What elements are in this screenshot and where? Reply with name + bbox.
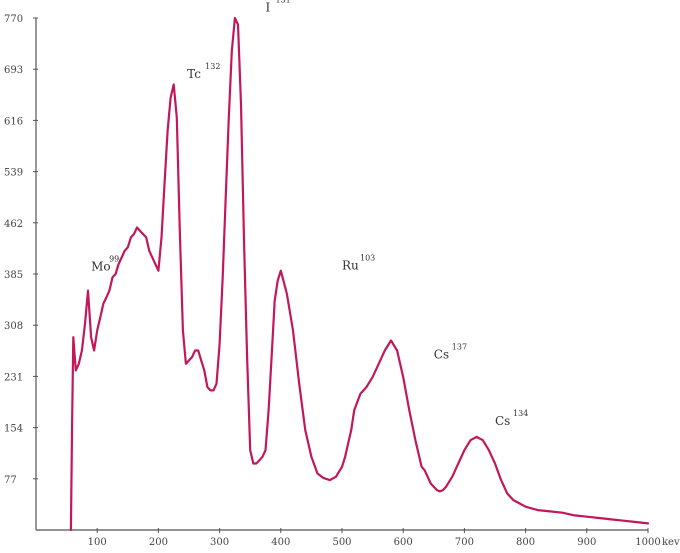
- y-tick-label: 539: [4, 168, 23, 179]
- peak-element-label: Tc: [187, 67, 201, 81]
- x-tick-label: 700: [455, 537, 474, 548]
- y-axis-ticks: 77 154 231 308 385 462 539 616 693 770: [4, 14, 38, 486]
- y-tick-label: 77: [4, 475, 17, 486]
- x-tick-label: 600: [394, 537, 413, 548]
- y-tick-label: 770: [4, 14, 23, 25]
- series-line: [69, 16, 650, 532]
- y-tick-label: 385: [4, 270, 23, 281]
- peak-element-label: Mo: [91, 260, 111, 274]
- x-tick-label: 500: [332, 537, 351, 548]
- y-tick-label: 154: [4, 424, 23, 435]
- peak-mass-label: 137: [452, 342, 467, 351]
- y-tick-label: 616: [4, 116, 23, 127]
- peak-element-label: Ru: [342, 258, 359, 272]
- peak-mass-label: 134: [513, 409, 528, 418]
- x-tick-label: 1000: [635, 537, 660, 548]
- peak-annotations: Mo99Tc132I131Ru103Cs137Cs134: [91, 0, 528, 428]
- y-tick-label: 693: [4, 65, 23, 76]
- x-axis-unit-label: kev: [662, 537, 680, 548]
- x-tick-label: 100: [88, 537, 107, 548]
- x-tick-label: 900: [577, 537, 596, 548]
- x-tick-label: 200: [149, 537, 168, 548]
- axes: [35, 18, 648, 531]
- y-tick-label: 462: [4, 219, 23, 230]
- y-tick-label: 231: [4, 372, 23, 383]
- peak-mass-label: 99: [109, 255, 119, 264]
- peak-mass-label: 131: [276, 0, 291, 4]
- y-tick-label: 308: [4, 321, 23, 332]
- peak-element-label: Cs: [434, 347, 449, 361]
- peak-annotation: I 131: [266, 0, 291, 14]
- x-tick-label: 400: [271, 537, 290, 548]
- peak-mass-label: 103: [360, 253, 375, 262]
- peak-element-label: Cs: [495, 414, 510, 428]
- peak-annotation: Tc 132: [187, 62, 220, 81]
- peak-element-label: I: [266, 0, 271, 14]
- x-tick-label: 300: [210, 537, 229, 548]
- peak-mass-label: 132: [205, 62, 220, 71]
- x-axis-ticks: 100 200 300 400 500 600 700 800 900 1000: [88, 528, 661, 548]
- x-tick-label: 800: [516, 537, 535, 548]
